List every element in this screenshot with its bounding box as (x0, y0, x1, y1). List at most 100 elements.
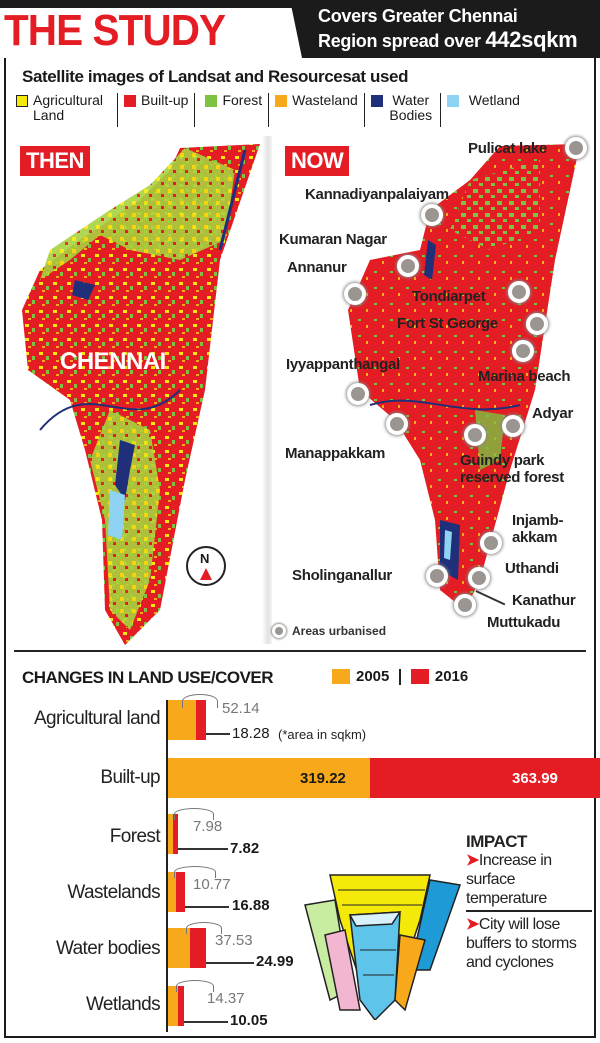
urbanised-marker-icon (397, 255, 419, 277)
panel-divider (262, 136, 272, 644)
unit-note: (*area in sqkm) (278, 727, 367, 742)
legend-builtup: Built-up (118, 92, 196, 127)
swatch-yellow-icon (16, 95, 28, 107)
content-frame (4, 58, 596, 1038)
arc-connector-icon (186, 922, 222, 934)
place-sholinganallur: Sholinganallur (292, 567, 392, 584)
place-kanathur: Kanathur (512, 592, 576, 609)
place-muttukadu: Muttukadu (487, 614, 561, 631)
urbanised-marker-icon (526, 313, 548, 335)
header-sub-prefix: Region spread over (318, 31, 486, 51)
place-tondiarpet: Tondiarpet (412, 288, 486, 305)
urbanised-marker-icon (426, 565, 448, 587)
value-2005-builtup: 319.22 (300, 770, 346, 787)
value-2005-wastelands: 10.77 (193, 876, 231, 893)
chennai-map-label: CHENNAI (60, 348, 166, 375)
urbanised-marker-icon (512, 340, 534, 362)
place-injambakkam: Injamb-akkam (512, 512, 564, 546)
place-kumaran-nagar: Kumaran Nagar (279, 231, 387, 248)
compass-n-label: N (200, 551, 210, 566)
legend-label: Water Bodies (389, 92, 433, 123)
value-connector (185, 906, 229, 908)
bar-2016-forest (173, 814, 178, 854)
north-arrow-icon (200, 568, 212, 580)
value-2016-wastelands: 16.88 (232, 897, 270, 914)
urbanised-marker-icon (464, 424, 486, 446)
north-compass-icon: N (186, 546, 226, 586)
arrow-bullet-icon: ➤ (466, 916, 479, 933)
place-iyyappanthangal: Iyyappanthangal (286, 356, 400, 373)
arc-connector-icon (174, 866, 216, 878)
value-2005-water-bodies: 37.53 (215, 932, 253, 949)
buildings-illustration-icon (304, 874, 462, 1020)
urbanised-marker-icon (502, 415, 524, 437)
bar-2016-agricultural (196, 700, 206, 740)
urbanised-marker-icon (421, 204, 443, 226)
swatch-orange-icon (275, 95, 288, 107)
bar-2016-water-bodies (190, 928, 206, 968)
legend-2005-label: 2005 (356, 668, 390, 685)
arc-connector-icon (176, 980, 214, 992)
urbanised-marker-icon (468, 567, 490, 589)
bar-2005-builtup (168, 758, 370, 798)
value-connector (178, 848, 228, 850)
then-map-shape-icon (22, 144, 260, 645)
arc-connector-icon (182, 694, 218, 708)
now-tag: NOW (285, 146, 350, 176)
swatch-red-icon (124, 95, 136, 107)
row-label-wetlands: Wetlands (85, 994, 161, 1015)
bar-2016-wetlands (178, 986, 184, 1026)
urbanised-marker-icon (272, 624, 286, 638)
section-subtitle: Satellite images of Landsat and Resource… (22, 67, 409, 86)
value-2005-wetlands: 14.37 (207, 990, 245, 1007)
impact-point-text: Increase in surface temperature (466, 852, 552, 907)
impact-box: IMPACT ➤Increase in surface temperature … (466, 832, 592, 972)
place-manappakkam: Manappakkam (285, 445, 386, 462)
bar-2016-builtup (370, 758, 600, 798)
urbanised-marker-icon (480, 532, 502, 554)
place-adyar: Adyar (532, 405, 574, 422)
impact-point-2: ➤City will lose buffers to storms and cy… (466, 915, 592, 972)
bar-2016-wastelands (176, 872, 185, 912)
urbanised-legend-label: Areas urbanised (292, 624, 387, 638)
value-2016-forest: 7.82 (230, 840, 260, 857)
value-2016-water-bodies: 24.99 (256, 953, 294, 970)
section-divider (14, 650, 586, 652)
value-connector (206, 733, 230, 735)
header-sub-line1: Covers Greater Chennai (318, 6, 518, 26)
legend-label: Forest (222, 92, 263, 108)
swatch-lightblue-icon (446, 95, 459, 107)
header-sub-line2: Region spread over 442sqkm (318, 28, 578, 53)
swatch-green-icon (205, 95, 218, 107)
impact-point-text: City will lose buffers to storms and cyc… (466, 916, 577, 971)
urbanised-marker-icon (347, 383, 369, 405)
urbanised-marker-icon (344, 283, 366, 305)
urbanised-marker-icon (386, 413, 408, 435)
impact-divider (466, 910, 592, 912)
row-label-wastelands: Wastelands (67, 882, 160, 903)
legend-separator (399, 668, 401, 685)
legend-2016-swatch-icon (410, 669, 429, 684)
value-connector (184, 1021, 228, 1023)
place-pulicat-lake: Pulicat lake (468, 140, 547, 157)
legend-label: Built-up (141, 92, 189, 108)
urbanised-marker-icon (454, 594, 476, 616)
chart-legend: 2005 2016 (332, 668, 468, 685)
value-2016-builtup: 363.99 (512, 770, 558, 787)
legend-wasteland: Wasteland (269, 93, 365, 127)
place-marina-beach: Marina beach (478, 368, 571, 385)
chart-axis (166, 700, 168, 1032)
header-dark-panel (290, 0, 600, 58)
bar-2005-wetlands (168, 986, 178, 1026)
bar-2005-wastelands (168, 872, 176, 912)
impact-heading: IMPACT (466, 832, 527, 851)
value-2005-forest: 7.98 (193, 818, 223, 835)
legend-agricultural: Agricultural Land (10, 93, 118, 127)
place-guindy-park: Guindy park reserved forest (460, 452, 564, 486)
legend-label: Wetland (468, 92, 520, 108)
place-uthandi: Uthandi (505, 560, 559, 577)
legend-water: Water Bodies (365, 93, 441, 127)
row-label-builtup: Built-up (100, 767, 160, 788)
then-tag: THEN (20, 146, 90, 176)
page-title: THE STUDY (4, 6, 226, 55)
